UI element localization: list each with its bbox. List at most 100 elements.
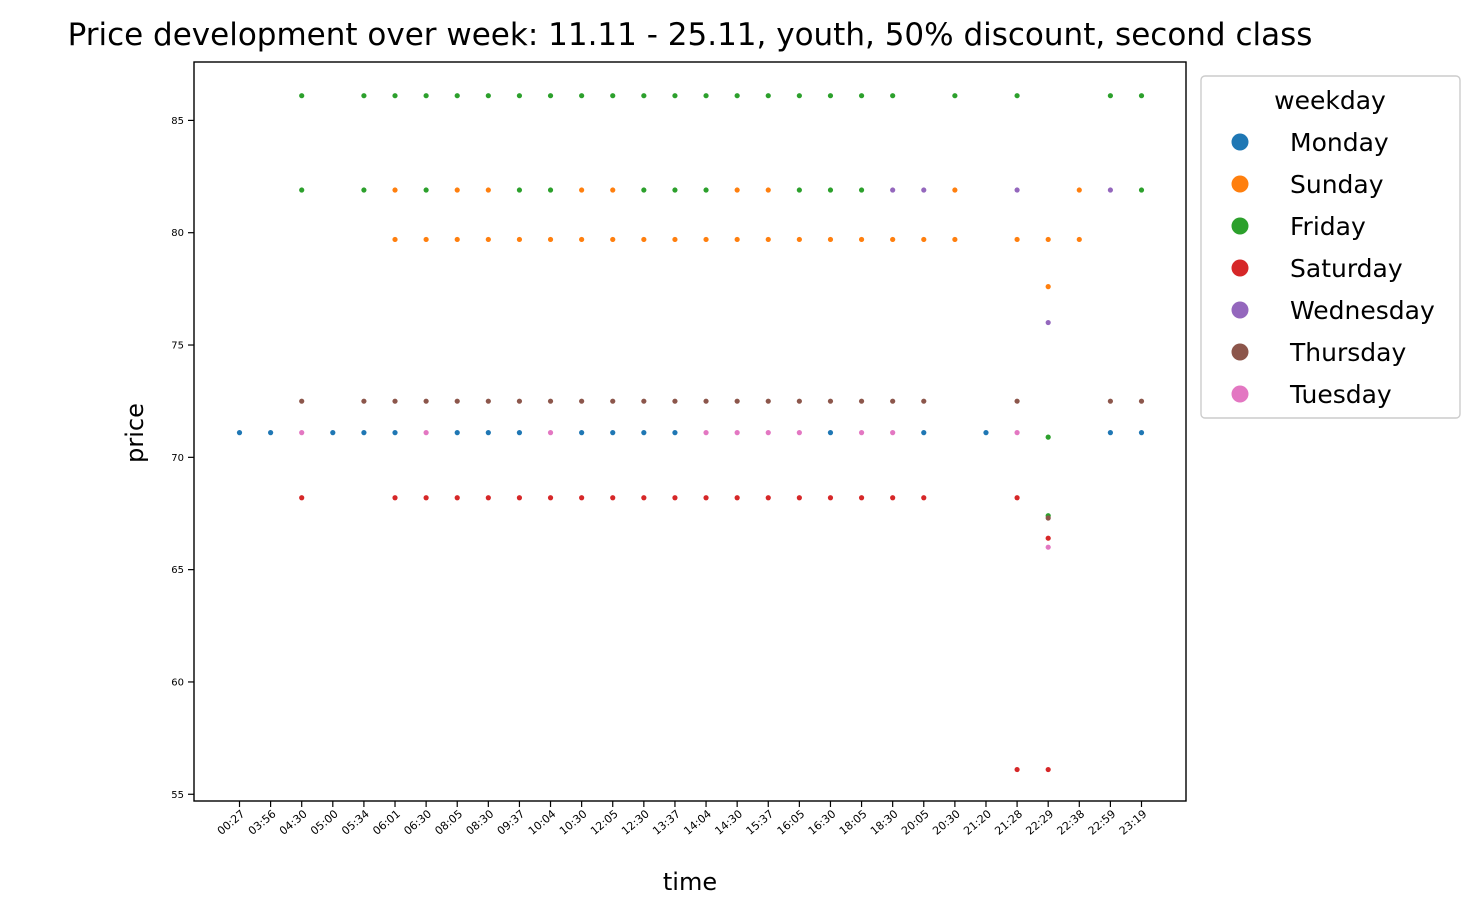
data-point-friday <box>454 93 460 99</box>
data-point-thursday <box>641 398 647 404</box>
data-point-monday <box>983 430 989 436</box>
data-point-sunday <box>734 236 740 243</box>
data-point-tuesday <box>703 430 709 436</box>
data-point-saturday <box>765 495 771 501</box>
data-point-sunday <box>765 236 771 243</box>
data-point-sunday <box>423 236 429 243</box>
data-point-monday <box>268 430 274 436</box>
data-point-saturday <box>454 495 460 501</box>
data-point-friday <box>1107 93 1113 99</box>
data-point-thursday <box>858 398 865 404</box>
legend-label-tuesday: Tuesday <box>1289 380 1392 409</box>
y-axis-ticks: 55 60 65 70 75 80 85 <box>171 116 194 801</box>
data-point-sunday <box>827 236 834 243</box>
data-point-tuesday <box>890 430 896 436</box>
data-point-friday <box>858 93 865 99</box>
data-point-tuesday <box>299 430 305 436</box>
data-point-friday <box>423 187 429 193</box>
data-point-friday <box>547 187 554 193</box>
data-point-thursday <box>703 398 709 404</box>
x-tick-label: 08:05 <box>433 807 466 837</box>
data-point-wednesday <box>890 187 896 193</box>
x-tick-label: 06:01 <box>370 807 403 837</box>
data-point-thursday <box>672 398 678 404</box>
data-point-monday <box>485 430 491 436</box>
data-point-saturday <box>1014 766 1020 773</box>
data-point-thursday <box>796 398 802 404</box>
x-tick-label: 14:04 <box>681 807 714 837</box>
y-axis-label: price <box>121 403 149 463</box>
data-point-monday <box>392 430 398 436</box>
data-point-friday <box>299 187 305 193</box>
y-tick-label: 65 <box>171 565 184 576</box>
data-point-monday <box>610 430 616 436</box>
data-point-saturday <box>858 495 865 501</box>
x-tick-label: 20:30 <box>930 807 963 837</box>
data-point-sunday <box>579 187 585 193</box>
legend-label-sunday: Sunday <box>1290 170 1384 199</box>
data-point-monday <box>641 430 647 436</box>
data-point-friday <box>858 187 865 193</box>
data-point-friday <box>392 93 398 99</box>
data-point-saturday <box>1014 495 1020 501</box>
x-tick-label: 14:30 <box>712 807 745 837</box>
data-point-sunday <box>1076 187 1082 193</box>
data-point-tuesday <box>423 430 429 436</box>
data-point-monday <box>1138 430 1145 436</box>
x-tick-label: 18:30 <box>868 807 901 837</box>
x-tick-label: 16:05 <box>775 807 808 837</box>
data-point-monday <box>1107 430 1113 436</box>
data-point-friday <box>516 187 523 193</box>
data-point-thursday <box>1138 398 1145 404</box>
data-point-sunday <box>610 187 616 193</box>
x-tick-label: 15:37 <box>744 807 777 837</box>
data-point-saturday <box>299 495 305 501</box>
data-point-friday <box>1138 187 1145 193</box>
data-point-monday <box>361 430 367 436</box>
data-point-friday <box>1138 93 1145 99</box>
data-point-thursday <box>485 398 491 404</box>
data-point-sunday <box>547 236 554 243</box>
data-point-monday <box>236 430 243 436</box>
x-tick-label: 10:04 <box>526 807 559 837</box>
data-point-sunday <box>454 236 460 243</box>
data-point-saturday <box>734 495 740 501</box>
legend-marker-friday <box>1231 217 1249 235</box>
data-point-sunday <box>579 236 585 243</box>
data-point-friday <box>827 187 834 193</box>
x-tick-label: 00:27 <box>215 807 248 837</box>
data-point-thursday <box>392 398 398 404</box>
data-point-monday <box>827 430 834 436</box>
data-point-saturday <box>392 495 398 501</box>
legend-marker-tuesday <box>1231 385 1249 403</box>
legend-marker-wednesday <box>1231 301 1249 319</box>
data-point-saturday <box>610 495 616 501</box>
data-point-sunday <box>952 187 958 193</box>
data-point-friday <box>765 93 771 99</box>
plot-area-frame <box>193 61 1187 802</box>
data-point-sunday <box>641 236 647 243</box>
data-point-sunday <box>952 236 958 243</box>
data-point-friday <box>547 93 554 99</box>
x-tick-label: 16:30 <box>806 807 839 837</box>
data-point-saturday <box>516 495 523 501</box>
data-point-saturday <box>423 495 429 501</box>
data-point-friday <box>361 187 367 193</box>
legend-marker-thursday <box>1231 343 1249 361</box>
legend-box <box>1200 75 1461 419</box>
x-tick-label: 05:00 <box>308 807 341 837</box>
legend-marker-sunday <box>1231 175 1249 193</box>
data-point-sunday <box>1045 284 1051 290</box>
data-point-sunday <box>1045 236 1051 243</box>
data-point-wednesday <box>1014 187 1020 193</box>
data-point-friday <box>734 93 740 99</box>
data-point-monday <box>579 430 585 436</box>
data-point-saturday <box>703 495 709 501</box>
data-point-sunday <box>392 236 398 243</box>
data-point-wednesday <box>921 187 927 193</box>
data-point-friday <box>423 93 429 99</box>
data-point-friday <box>703 93 709 99</box>
data-point-saturday <box>641 495 647 501</box>
x-tick-label: 12:30 <box>619 807 652 837</box>
x-tick-label: 22:59 <box>1086 807 1119 837</box>
